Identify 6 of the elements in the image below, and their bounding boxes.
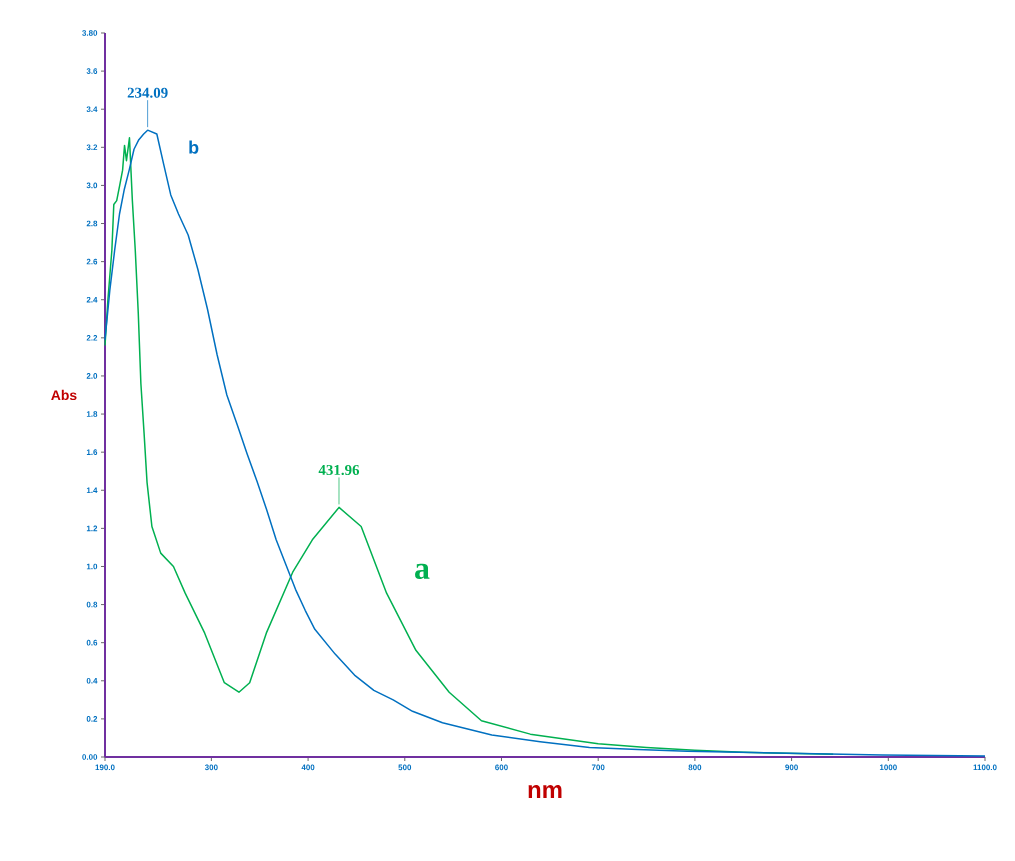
x-axis-title: nm (528, 785, 562, 798)
series-label: b (189, 140, 199, 154)
annotation: 431.96 (318, 464, 360, 476)
series-label: a (415, 563, 430, 580)
annotation: 234.09 (127, 87, 168, 98)
y-axis-title: Abs (51, 389, 77, 401)
